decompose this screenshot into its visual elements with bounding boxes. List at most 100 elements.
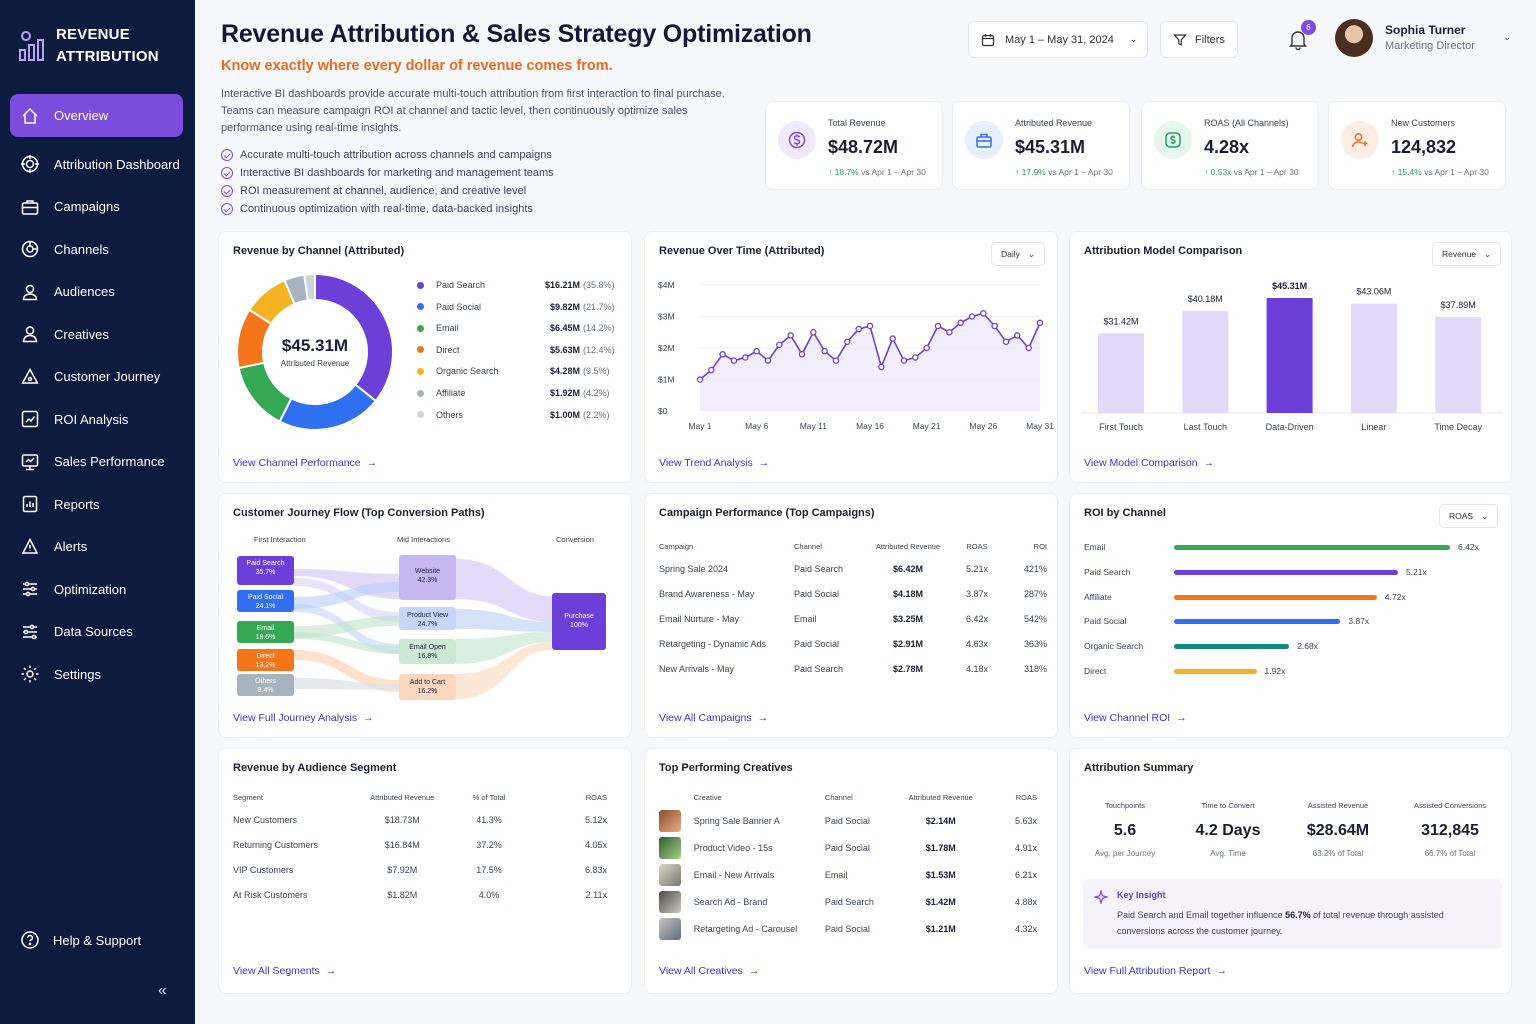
- table-row[interactable]: Product Video - 15s Paid Social $1.78M 4.91…: [659, 834, 1037, 861]
- view-attribution-report-link[interactable]: View Full Attribution Report →: [1084, 965, 1227, 977]
- sidebar-item-sales-performance[interactable]: Sales Performance: [10, 441, 183, 484]
- journey-node-first[interactable]: Direct 13.2%: [237, 649, 294, 671]
- roi-bar-email[interactable]: [1174, 545, 1450, 550]
- line-point[interactable]: [889, 335, 896, 342]
- bar-time-decay[interactable]: [1435, 316, 1482, 413]
- line-point[interactable]: [878, 363, 885, 371]
- user-menu-chevron-icon[interactable]: ⌄: [1503, 32, 1512, 43]
- view-all-segments-link[interactable]: View All Segments →: [233, 965, 336, 977]
- table-row[interactable]: Returning Customers $16.84M 37.2% 4.05x: [233, 832, 607, 857]
- date-range-picker[interactable]: May 1 – May 31, 2024 ⌄: [968, 21, 1148, 58]
- line-point[interactable]: [798, 351, 806, 358]
- journey-node-first[interactable]: Paid Social 24.1%: [237, 590, 294, 612]
- journey-node-mid[interactable]: Product View 24.7%: [399, 607, 456, 630]
- sidebar-item-creatives[interactable]: Creatives: [10, 313, 183, 356]
- roi-bar-organic-search[interactable]: [1174, 644, 1290, 650]
- view-channel-roi-link[interactable]: View Channel ROI →: [1084, 712, 1187, 724]
- bar-last-touch[interactable]: [1182, 311, 1229, 413]
- sidebar-item-settings[interactable]: Settings: [10, 653, 183, 696]
- metric-dropdown[interactable]: Revenue ⌄: [1432, 242, 1502, 266]
- table-row[interactable]: Retargeting Ad - Carousel Paid Social $1.2…: [659, 915, 1037, 942]
- line-point[interactable]: [1014, 332, 1021, 339]
- sidebar-item-overview[interactable]: Overview: [10, 94, 183, 137]
- line-point[interactable]: [787, 332, 794, 339]
- line-point[interactable]: [844, 338, 851, 345]
- line-point[interactable]: [855, 325, 862, 333]
- line-point[interactable]: [776, 341, 783, 349]
- table-row[interactable]: Email Nurture - May Email $3.25M 6.42x 542%: [659, 606, 1047, 631]
- line-point[interactable]: [923, 344, 930, 352]
- line-point[interactable]: [900, 357, 908, 364]
- donut-slice-others[interactable]: [303, 274, 316, 302]
- view-all-creatives-link[interactable]: View All Creatives →: [659, 965, 759, 977]
- line-point[interactable]: [1036, 319, 1044, 327]
- roi-bar-paid-search[interactable]: [1174, 569, 1398, 575]
- journey-node-first[interactable]: Paid Search 35.7%: [237, 556, 294, 585]
- line-point[interactable]: [866, 322, 874, 330]
- kpi-card-attributed-revenue[interactable]: Attributed Revenue $45.31M ↑ 17.9% vs Apr …: [952, 101, 1130, 190]
- line-point[interactable]: [832, 357, 840, 364]
- bar-linear[interactable]: [1350, 303, 1397, 413]
- line-point[interactable]: [810, 329, 817, 336]
- line-point[interactable]: [764, 357, 772, 364]
- journey-node-mid[interactable]: Website 42.3%: [399, 555, 456, 600]
- view-channel-performance-link[interactable]: View Channel Performance →: [233, 457, 377, 469]
- line-point[interactable]: [730, 357, 738, 364]
- filters-button[interactable]: Filters: [1160, 21, 1238, 58]
- kpi-card-total-revenue[interactable]: Total Revenue $48.72M ↑ 18.7% vs Apr 1 – A…: [765, 101, 943, 190]
- journey-node-mid[interactable]: Email Open 16.8%: [399, 639, 456, 664]
- brand-logo[interactable]: REVENUE ATTRIBUTION: [18, 24, 159, 68]
- line-point[interactable]: [821, 347, 828, 355]
- sidebar-item-optimization[interactable]: Optimization: [10, 568, 183, 611]
- collapse-sidebar-icon[interactable]: «: [158, 982, 167, 999]
- view-journey-analysis-link[interactable]: View Full Journey Analysis →: [233, 712, 374, 724]
- sidebar-item-alerts[interactable]: Alerts: [10, 526, 183, 569]
- avatar[interactable]: [1335, 19, 1373, 57]
- table-row[interactable]: Retargeting - Dynamic Ads Paid Social $2.9…: [659, 631, 1047, 656]
- donut-slice-email[interactable]: [237, 361, 293, 423]
- line-point[interactable]: [980, 310, 987, 317]
- line-point[interactable]: [708, 366, 715, 374]
- sidebar-item-channels[interactable]: Channels: [10, 228, 183, 271]
- help-support-link[interactable]: Help & Support: [20, 930, 141, 950]
- table-row[interactable]: Spring Sale Banner A Paid Social $2.14M 5.6…: [659, 807, 1037, 834]
- line-point[interactable]: [696, 376, 704, 383]
- line-point[interactable]: [934, 322, 942, 330]
- roi-bar-affiliate[interactable]: [1174, 594, 1377, 600]
- table-row[interactable]: Email - New Arrivals Email $1.53M 6.21x: [659, 861, 1037, 888]
- roi-bar-paid-social[interactable]: [1174, 619, 1341, 625]
- bar-data-driven[interactable]: [1266, 298, 1313, 413]
- granularity-dropdown[interactable]: Daily ⌄: [991, 242, 1046, 266]
- view-all-campaigns-link[interactable]: View All Campaigns →: [659, 712, 768, 724]
- sidebar-item-data-sources[interactable]: Data Sources: [10, 611, 183, 654]
- sidebar-item-roi-analysis[interactable]: ROI Analysis: [10, 398, 183, 441]
- sidebar-item-reports[interactable]: Reports: [10, 483, 183, 526]
- bar-first-touch[interactable]: [1098, 333, 1144, 413]
- line-point[interactable]: [946, 329, 953, 336]
- line-point[interactable]: [912, 354, 919, 361]
- line-point[interactable]: [991, 322, 998, 330]
- line-point[interactable]: [719, 351, 726, 358]
- kpi-card-roas-all-channels[interactable]: ROAS (All Channels) 4.28x ↑ 0.53x vs Apr 1…: [1141, 101, 1319, 190]
- sidebar-item-attribution-dashboard[interactable]: Attribution Dashboard: [10, 143, 183, 186]
- line-point[interactable]: [753, 347, 760, 355]
- view-trend-analysis-link[interactable]: View Trend Analysis →: [659, 457, 769, 469]
- table-row[interactable]: New Arrivals - May Paid Search $2.78M 4.18x…: [659, 656, 1047, 681]
- line-point[interactable]: [1025, 344, 1032, 352]
- journey-node-first[interactable]: Email 18.6%: [237, 621, 294, 643]
- notification-bell-icon[interactable]: [1287, 28, 1309, 50]
- table-row[interactable]: At Risk Customers $1.82M 4.0% 2.11x: [233, 882, 607, 907]
- roi-metric-dropdown[interactable]: ROAS ⌄: [1439, 504, 1499, 528]
- journey-node-conversion[interactable]: Purchase 100%: [552, 593, 606, 650]
- line-point[interactable]: [957, 319, 964, 327]
- table-row[interactable]: Brand Awareness - May Paid Social $4.18M 3.…: [659, 581, 1047, 606]
- line-point[interactable]: [742, 354, 749, 361]
- sidebar-item-campaigns[interactable]: Campaigns: [10, 186, 183, 229]
- journey-node-first[interactable]: Others 8.4%: [237, 674, 294, 696]
- sidebar-item-customer-journey[interactable]: Customer Journey: [10, 356, 183, 399]
- kpi-card-new-customers[interactable]: New Customers 124,832 ↑ 15.4% vs Apr 1 – A…: [1328, 101, 1506, 190]
- donut-slice-paid-social[interactable]: [278, 383, 378, 430]
- table-row[interactable]: Spring Sale 2024 Paid Search $6.42M 5.21x 42…: [659, 556, 1047, 581]
- sidebar-item-audiences[interactable]: Audiences: [10, 271, 183, 314]
- line-point[interactable]: [968, 313, 976, 320]
